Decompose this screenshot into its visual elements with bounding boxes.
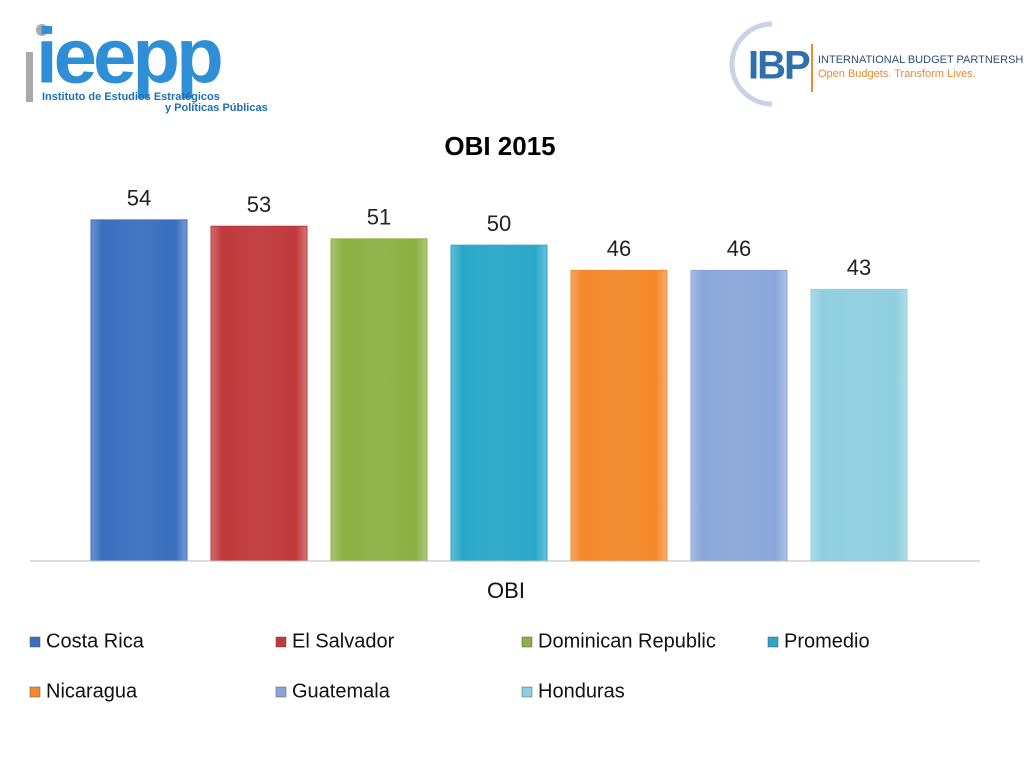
- legend-label: Costa Rica: [46, 630, 145, 652]
- ibp-logo: IBP INTERNATIONAL BUDGET PARTNERSHIP Ope…: [729, 21, 1024, 107]
- logo-line: y Políticas Públicas: [165, 102, 268, 114]
- logo-line: Instituto de Estudios Estratégicos: [42, 91, 220, 103]
- legend-swatch: [521, 686, 533, 698]
- logo-line: Open Budgets. Transform Lives.: [818, 68, 976, 80]
- bar: [690, 269, 788, 562]
- data-label: 46: [607, 236, 631, 261]
- logo-name: IBP: [748, 44, 810, 88]
- legend-swatch: [521, 636, 533, 648]
- legend-swatch: [29, 686, 41, 698]
- legend-swatch: [275, 686, 287, 698]
- data-label: 54: [127, 186, 151, 211]
- logo-dot: [36, 24, 48, 36]
- legend-label: Nicaragua: [46, 680, 138, 702]
- bar: [90, 219, 188, 562]
- bar: [450, 244, 548, 562]
- x-tick-label: OBI: [487, 578, 525, 603]
- data-label: 50: [487, 211, 511, 236]
- ieepp-logo: ieepp Instituto de Estudios Estratégicos…: [26, 12, 268, 114]
- legend-label: Guatemala: [292, 680, 391, 702]
- bar: [330, 238, 428, 562]
- logo-bar: [26, 52, 33, 102]
- bar: [570, 269, 668, 562]
- legend-label: Promedio: [784, 630, 870, 652]
- data-label: 43: [847, 255, 871, 280]
- data-label: 46: [727, 236, 751, 261]
- logo-arc: [729, 21, 773, 107]
- bar: [810, 288, 908, 562]
- data-label: 51: [367, 205, 391, 230]
- data-label: 53: [247, 192, 271, 217]
- bar: [210, 225, 308, 562]
- legend-swatch: [275, 636, 287, 648]
- legend-label: El Salvador: [292, 630, 395, 652]
- legend-swatch: [767, 636, 779, 648]
- logo-line: INTERNATIONAL BUDGET PARTNERSHIP: [818, 54, 1024, 66]
- logo-name: ieepp: [36, 12, 221, 100]
- legend-label: Honduras: [538, 680, 625, 702]
- legend-label: Dominican Republic: [538, 630, 716, 652]
- legend-swatch: [29, 636, 41, 648]
- chart-title: OBI 2015: [444, 131, 555, 161]
